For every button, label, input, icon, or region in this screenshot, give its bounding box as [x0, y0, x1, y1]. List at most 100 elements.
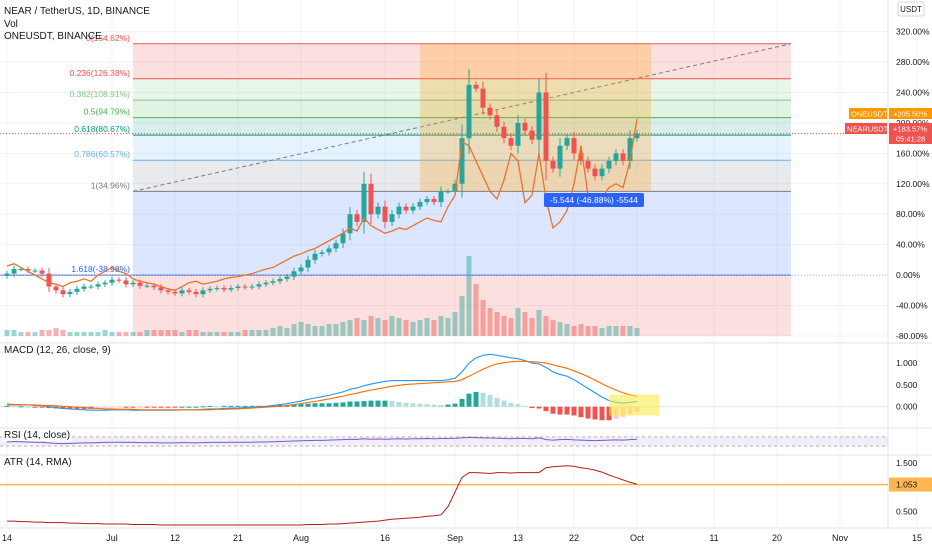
candle[interactable] — [312, 253, 318, 260]
candle[interactable] — [186, 290, 192, 292]
candle[interactable] — [4, 273, 10, 276]
candle[interactable] — [529, 130, 535, 140]
candle[interactable] — [557, 145, 563, 169]
atr-line[interactable] — [7, 465, 638, 526]
candle[interactable] — [172, 291, 178, 294]
macd-highlight-box[interactable] — [609, 394, 659, 416]
candle[interactable] — [592, 168, 598, 177]
candle[interactable] — [578, 153, 584, 161]
candle[interactable] — [403, 206, 409, 211]
candle[interactable] — [459, 138, 465, 184]
candle[interactable] — [620, 153, 626, 161]
candle[interactable] — [396, 206, 402, 215]
candle[interactable] — [438, 191, 444, 203]
candle[interactable] — [543, 92, 549, 161]
candle[interactable] — [228, 288, 234, 290]
candle[interactable] — [305, 259, 311, 268]
candle[interactable] — [46, 273, 52, 287]
candle[interactable] — [564, 138, 570, 146]
measure-label-box[interactable] — [544, 193, 644, 207]
candle[interactable] — [193, 291, 199, 295]
candle[interactable] — [270, 281, 276, 283]
candle[interactable] — [347, 214, 353, 234]
candle[interactable] — [116, 279, 122, 281]
candle[interactable] — [242, 286, 248, 288]
candle[interactable] — [137, 282, 143, 286]
candle[interactable] — [634, 133, 640, 139]
candle[interactable] — [424, 199, 430, 203]
candle[interactable] — [277, 278, 283, 282]
macd-legend[interactable]: MACD (12, 26, close, 9) — [2, 345, 113, 356]
candle[interactable] — [613, 153, 619, 161]
candle[interactable] — [452, 183, 458, 192]
candle[interactable] — [508, 138, 514, 146]
candle[interactable] — [284, 276, 290, 279]
compare-legend[interactable]: ONEUSDT, BINANCE — [4, 31, 102, 42]
candle[interactable] — [417, 202, 423, 207]
candle[interactable] — [11, 269, 17, 274]
candle[interactable] — [74, 288, 80, 292]
candle[interactable] — [207, 288, 213, 291]
candle[interactable] — [109, 279, 115, 283]
candle[interactable] — [298, 267, 304, 272]
candle[interactable] — [382, 206, 388, 222]
candle[interactable] — [585, 160, 591, 169]
candle[interactable] — [627, 138, 633, 161]
fib-trend-line[interactable] — [132, 43, 792, 192]
symbol-title[interactable]: NEAR / TetherUS, 1D, BINANCE — [4, 6, 150, 17]
currency-box[interactable] — [897, 1, 925, 17]
candle[interactable] — [123, 280, 129, 285]
candle[interactable] — [53, 286, 59, 291]
candle[interactable] — [291, 271, 297, 277]
oneusdt-compare-line[interactable] — [6, 119, 638, 292]
candle[interactable] — [571, 138, 577, 154]
candle[interactable] — [445, 191, 451, 193]
candle[interactable] — [480, 88, 486, 108]
candle[interactable] — [88, 286, 94, 288]
candle[interactable] — [214, 288, 220, 290]
candle[interactable] — [249, 286, 255, 288]
candle[interactable] — [522, 122, 528, 131]
candle[interactable] — [158, 287, 164, 291]
candle[interactable] — [466, 84, 472, 139]
candle[interactable] — [515, 122, 521, 146]
candle[interactable] — [340, 233, 346, 244]
candle[interactable] — [144, 285, 150, 287]
rsi-legend[interactable]: RSI (14, close) — [2, 430, 73, 441]
candle[interactable] — [431, 199, 437, 203]
candle[interactable] — [389, 214, 395, 222]
candle[interactable] — [25, 269, 31, 271]
volume-legend[interactable]: Vol — [4, 19, 18, 30]
candle[interactable] — [599, 168, 605, 177]
candle[interactable] — [326, 248, 332, 253]
candle[interactable] — [473, 84, 479, 89]
candle[interactable] — [81, 286, 87, 289]
candle[interactable] — [67, 291, 73, 295]
candle[interactable] — [256, 284, 262, 287]
candle[interactable] — [200, 290, 206, 295]
candle[interactable] — [375, 206, 381, 215]
macd-line[interactable] — [6, 353, 638, 411]
candle[interactable] — [368, 183, 374, 215]
candle[interactable] — [221, 288, 227, 290]
candle[interactable] — [501, 126, 507, 139]
candle[interactable] — [165, 290, 171, 292]
candle[interactable] — [333, 243, 339, 249]
macd-signal-line[interactable] — [7, 360, 638, 411]
candle[interactable] — [39, 270, 45, 274]
candle[interactable] — [60, 290, 66, 295]
candle[interactable] — [361, 183, 367, 222]
atr-legend[interactable]: ATR (14, RMA) — [2, 457, 74, 468]
candle[interactable] — [494, 115, 500, 127]
candle[interactable] — [354, 214, 360, 222]
candle[interactable] — [536, 92, 542, 140]
candle[interactable] — [550, 160, 556, 169]
candle[interactable] — [235, 286, 241, 289]
candle[interactable] — [487, 107, 493, 116]
candle[interactable] — [319, 252, 325, 254]
candle[interactable] — [102, 282, 108, 285]
candle[interactable] — [179, 290, 185, 294]
candle[interactable] — [130, 282, 136, 285]
candle[interactable] — [410, 206, 416, 211]
